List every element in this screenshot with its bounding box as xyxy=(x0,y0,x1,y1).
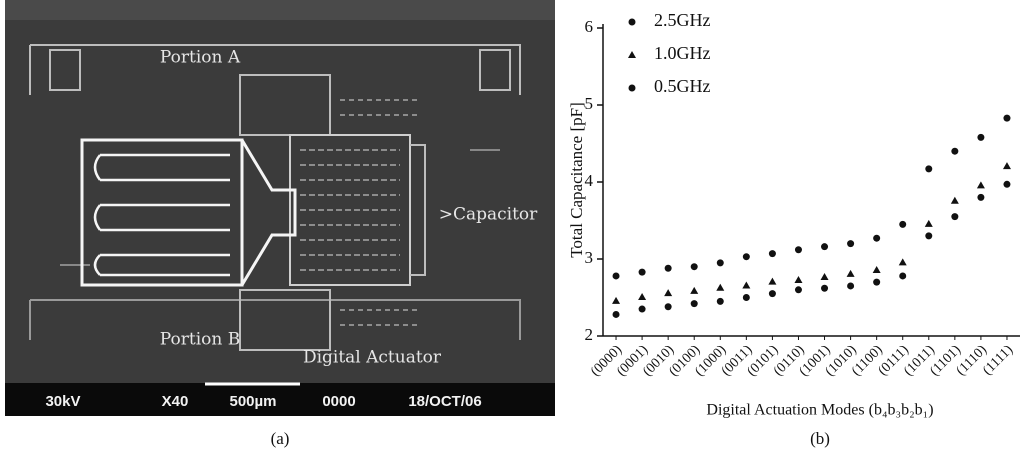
circle-marker xyxy=(769,250,776,257)
magnification: X40 xyxy=(162,393,189,410)
circle-marker xyxy=(769,290,776,297)
portion-b-label: Portion B xyxy=(160,330,240,350)
triangle-marker xyxy=(716,284,724,291)
caption-b: (b) xyxy=(810,429,830,448)
triangle-marker xyxy=(794,276,802,283)
circle-marker xyxy=(873,235,880,242)
image-number: 0000 xyxy=(322,393,355,410)
y-tick-label: 6 xyxy=(585,17,594,36)
circle-marker xyxy=(899,221,906,228)
circle-marker xyxy=(795,286,802,293)
legend-marker xyxy=(629,19,636,26)
legend-marker xyxy=(628,51,636,58)
circle-marker xyxy=(977,134,984,141)
circle-marker xyxy=(847,282,854,289)
triangle-marker xyxy=(873,266,881,273)
triangle-marker xyxy=(664,289,672,296)
circle-marker xyxy=(717,298,724,305)
triangle-marker xyxy=(690,287,698,294)
circle-marker xyxy=(925,232,932,239)
y-tick-label: 5 xyxy=(585,94,594,113)
circle-marker xyxy=(665,303,672,310)
capacitor-label: >Capacitor xyxy=(439,205,538,225)
caption-a: (a) xyxy=(271,429,290,448)
page: {"panel_a": {"labels": {"portion_a": "Po… xyxy=(0,0,1020,453)
triangle-marker xyxy=(612,297,620,304)
y-tick-label: 4 xyxy=(585,171,594,190)
portion-a-label: Portion A xyxy=(160,48,241,68)
triangle-marker xyxy=(1003,162,1011,169)
circle-marker xyxy=(613,311,620,318)
circle-marker xyxy=(717,259,724,266)
x-tick-label: (1111) xyxy=(980,342,1016,378)
circle-marker xyxy=(613,272,620,279)
legend-triangle xyxy=(628,51,636,58)
figure: Portion A Portion B >Capacitor Digital A… xyxy=(0,0,1020,453)
circle-marker xyxy=(873,279,880,286)
circle-marker xyxy=(1003,115,1010,122)
triangle-marker xyxy=(742,281,750,288)
circle-marker xyxy=(1003,181,1010,188)
scale-length: 500µm xyxy=(229,393,276,410)
circle-marker xyxy=(977,194,984,201)
triangle-marker xyxy=(821,273,829,280)
triangle-marker xyxy=(847,270,855,277)
chart: Total Capacitance [pF] Digital Actuation… xyxy=(567,10,1020,448)
triangle-marker xyxy=(951,197,959,204)
sem-image: Portion A Portion B >Capacitor Digital A… xyxy=(5,0,555,416)
actuator-label: Digital Actuator xyxy=(303,348,442,368)
triangle-marker xyxy=(638,293,646,300)
triangle-marker xyxy=(899,258,907,265)
circle-marker xyxy=(821,243,828,250)
circle-marker xyxy=(691,300,698,307)
triangle-marker xyxy=(768,278,776,285)
circle-marker xyxy=(743,253,750,260)
circle-marker xyxy=(743,294,750,301)
legend-label: 0.5GHz xyxy=(654,76,711,96)
circle-marker xyxy=(951,213,958,220)
circle-marker xyxy=(795,246,802,253)
circle-marker xyxy=(639,269,646,276)
legend-label: 1.0GHz xyxy=(654,43,711,63)
circle-marker xyxy=(925,165,932,172)
legend-circle xyxy=(629,19,636,26)
legend-label: 2.5GHz xyxy=(654,10,711,30)
circle-marker xyxy=(639,306,646,313)
circle-marker xyxy=(821,285,828,292)
triangle-marker xyxy=(925,220,933,227)
date: 18/OCT/06 xyxy=(408,393,481,410)
legend-marker xyxy=(629,85,636,92)
voltage: 30kV xyxy=(45,393,80,410)
circle-marker xyxy=(847,240,854,247)
circle-marker xyxy=(665,265,672,272)
x-axis-label: Digital Actuation Modes (b₄b₃b₂b₁) xyxy=(706,402,933,419)
y-tick-label: 3 xyxy=(585,248,594,267)
legend-circle xyxy=(629,85,636,92)
circle-marker xyxy=(951,148,958,155)
y-axis-label: Total Capacitance [pF] xyxy=(567,102,586,258)
circle-marker xyxy=(899,272,906,279)
sem-edge xyxy=(5,0,555,20)
y-tick-label: 2 xyxy=(585,325,594,344)
circle-marker xyxy=(691,263,698,270)
triangle-marker xyxy=(977,181,985,188)
